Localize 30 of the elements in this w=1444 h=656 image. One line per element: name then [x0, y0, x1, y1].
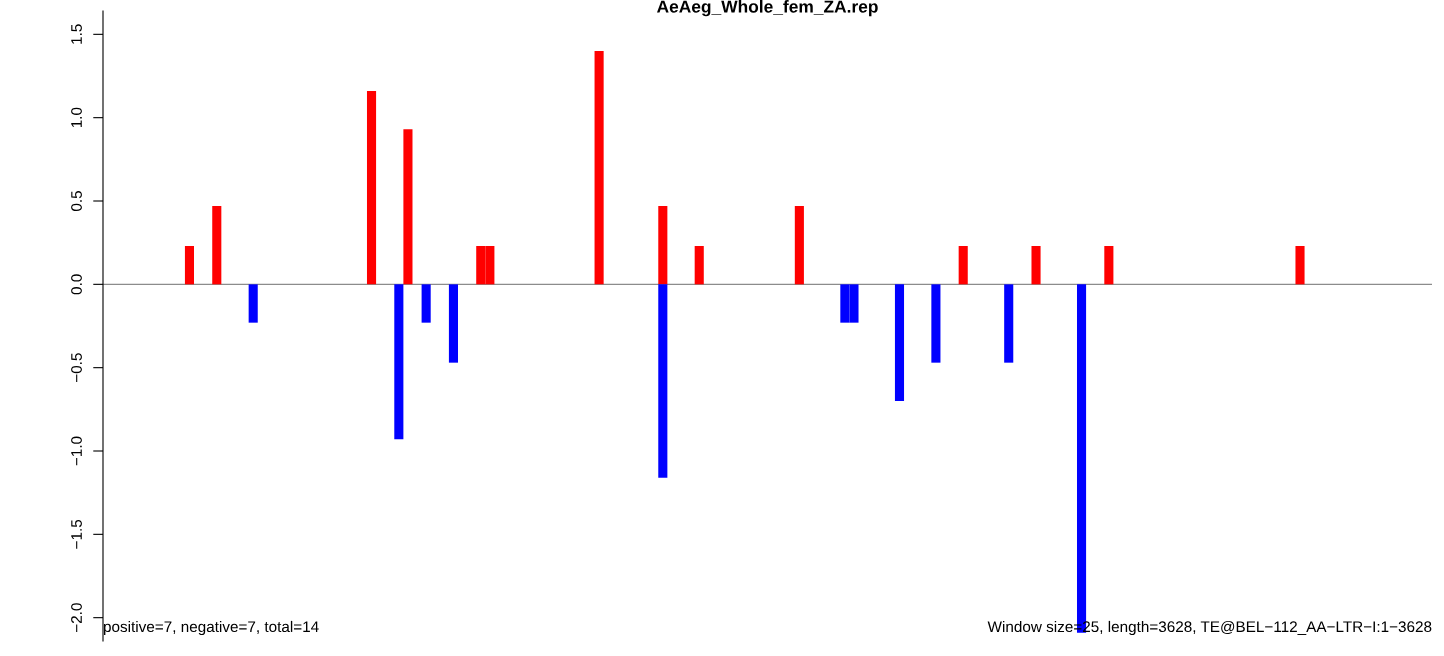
- bar: [1104, 246, 1114, 285]
- bar: [184, 246, 195, 285]
- bar: [894, 284, 905, 401]
- y-tick-label: −2.0: [71, 603, 82, 632]
- bar: [958, 246, 968, 285]
- bar: [658, 206, 668, 285]
- chart-title: AeAeg_Whole_fem_ZA.rep: [656, 0, 878, 17]
- bar: [658, 284, 668, 478]
- bar: [366, 91, 377, 285]
- bar: [394, 284, 404, 440]
- y-tick-label: −0.5: [71, 353, 82, 382]
- bar: [403, 129, 413, 285]
- y-tick-label: 1.0: [71, 107, 82, 128]
- y-tick-label: 0.5: [71, 191, 82, 212]
- y-tick-label: 1.5: [71, 24, 82, 44]
- annotation: positive=7, negative=7, total=14: [103, 620, 319, 636]
- y-tick-label: −1.0: [71, 436, 82, 466]
- y-tick-label: −1.5: [71, 519, 82, 549]
- bar: [421, 284, 431, 323]
- bar: [448, 284, 459, 363]
- bar: [1031, 246, 1041, 285]
- bar: [212, 206, 222, 285]
- bar: [594, 51, 604, 285]
- bar: [1295, 246, 1305, 285]
- bar: [694, 246, 704, 285]
- bar: [931, 284, 941, 363]
- y-tick-label: 0.0: [71, 274, 82, 295]
- bar: [794, 206, 804, 285]
- bar: [1004, 284, 1014, 363]
- bar: [248, 284, 258, 323]
